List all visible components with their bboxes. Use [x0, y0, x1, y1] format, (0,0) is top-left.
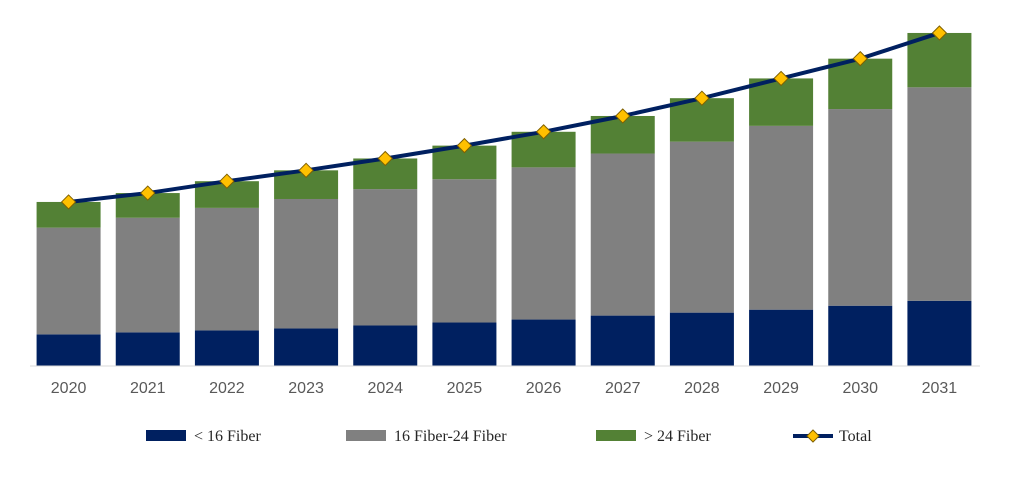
x-tick-label-2022: 2022 [209, 380, 245, 397]
total-marker-2027 [615, 108, 631, 124]
total-series-line [68, 31, 941, 204]
x-tick-labels: 2020 2021 2022 2023 2024 2025 2026 2027 2028 2029… [51, 380, 958, 397]
bar-segment-0-2030 [828, 305, 893, 366]
x-tick-label-2025: 2025 [447, 380, 483, 397]
total-marker-2025 [456, 137, 473, 154]
legend-swatch-total-marker [806, 429, 820, 443]
bar-segment-1-2026 [511, 167, 576, 320]
bar-segment-0-2022 [194, 330, 259, 366]
legend-swatch-1 [346, 430, 386, 441]
x-tick-label-2024: 2024 [367, 380, 403, 397]
total-marker-2023 [298, 162, 314, 179]
total-marker-2031 [931, 25, 948, 41]
bar-segment-1-2024 [353, 189, 418, 326]
total-marker-2028 [694, 90, 710, 106]
bar-segment-2-2030 [828, 58, 893, 110]
total-marker-2029 [773, 70, 789, 87]
legend-label-2: > 24 Fiber [644, 428, 711, 445]
bar-segment-0-2023 [274, 328, 339, 366]
bar-segment-0-2028 [669, 312, 734, 366]
bar-segment-0-2027 [590, 315, 655, 366]
total-marker-2026 [535, 124, 552, 140]
bar-segment-0-2031 [907, 300, 972, 366]
total-line-layer [60, 25, 948, 210]
x-tick-label-2030: 2030 [842, 380, 878, 397]
x-tick-label-2023: 2023 [288, 380, 324, 397]
bar-segment-1-2028 [669, 141, 734, 313]
bar-segment-1-2023 [274, 198, 339, 329]
bar-segment-1-2027 [590, 153, 655, 316]
bar-segment-0-2026 [511, 319, 576, 366]
legend-label-total: Total [839, 428, 872, 445]
x-tick-label-2027: 2027 [605, 380, 641, 397]
bar-segment-2-2031 [907, 32, 972, 88]
bar-segment-1-2022 [194, 207, 259, 331]
x-tick-label-2020: 2020 [51, 380, 87, 397]
bar-segment-1-2020 [36, 227, 101, 335]
legend: < 16 Fiber 16 Fiber-24 Fiber > 24 Fiber Tot… [146, 428, 872, 445]
total-marker-2030 [852, 50, 868, 67]
legend-swatch-0 [146, 430, 186, 441]
bar-segment-0-2024 [353, 325, 418, 366]
total-marker-2021 [140, 185, 156, 201]
bar-segment-2-2029 [749, 78, 814, 126]
total-marker-2022 [219, 173, 235, 189]
total-marker-2024 [377, 150, 393, 167]
x-tick-label-2028: 2028 [684, 380, 720, 397]
legend-swatch-2 [596, 430, 636, 441]
total-marker-2020 [60, 194, 77, 210]
x-tick-label-2029: 2029 [763, 380, 799, 397]
bar-segment-0-2020 [36, 334, 101, 366]
bars-layer [36, 32, 972, 366]
x-tick-label-2026: 2026 [526, 380, 562, 397]
legend-label-0: < 16 Fiber [194, 428, 261, 445]
bar-segment-1-2029 [749, 125, 814, 310]
bar-segment-0-2029 [749, 309, 814, 366]
x-tick-label-2021: 2021 [130, 380, 166, 397]
bar-segment-1-2021 [115, 217, 180, 333]
bar-segment-0-2021 [115, 332, 180, 366]
bar-segment-1-2025 [432, 179, 497, 323]
x-tick-label-2031: 2031 [922, 380, 958, 397]
bar-segment-1-2031 [907, 87, 972, 301]
legend-label-1: 16 Fiber-24 Fiber [394, 428, 507, 445]
bar-segment-0-2025 [432, 322, 497, 366]
bar-segment-1-2030 [828, 109, 893, 306]
